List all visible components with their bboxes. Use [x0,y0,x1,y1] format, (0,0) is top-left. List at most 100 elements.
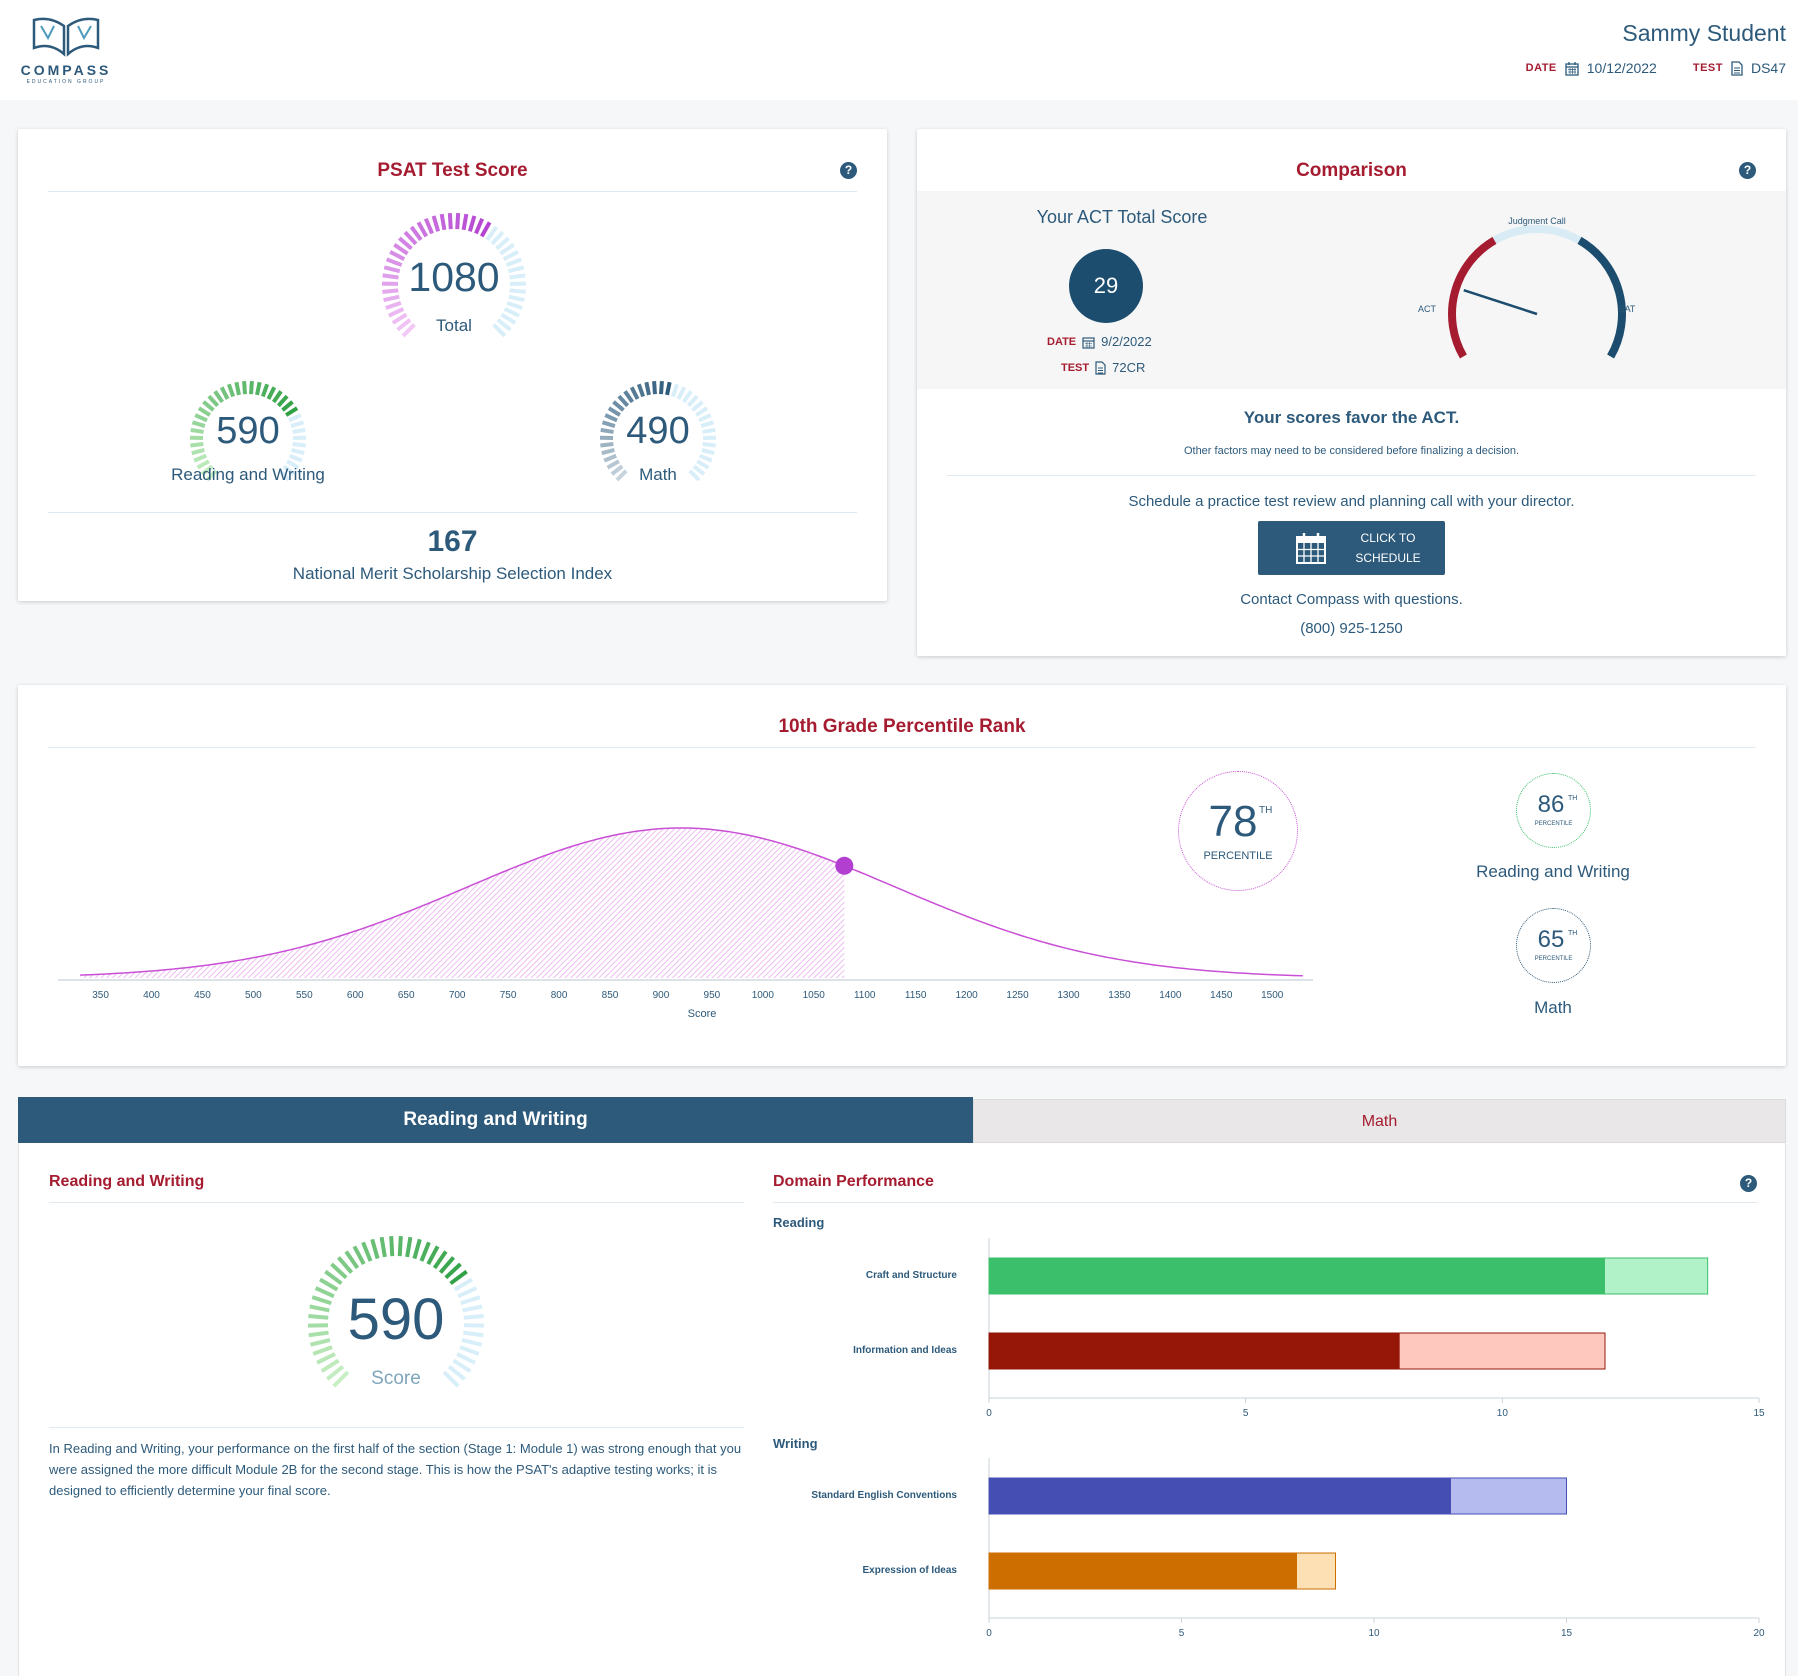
total-gauge-tick [500,312,517,325]
x-tick-label: 1100 [853,990,876,1001]
distribution-area [80,828,845,978]
total-gauge-tick [509,288,526,294]
total-percentile-suffix: TH [1259,805,1273,816]
section-gauge-tick [324,1269,343,1286]
x-tick-label: 1300 [1057,990,1080,1001]
x-tick-label: 1500 [1261,990,1284,1001]
x-tick-label: 1150 [904,990,927,1001]
gauge-sat-label: SAT [1618,304,1636,314]
total-gauge-tick [401,323,416,338]
x-tick-label: 1450 [1210,990,1233,1001]
section-gauge-tick [452,1358,472,1373]
act-date-label: DATE [1047,335,1077,348]
sat-arc [1577,236,1626,359]
calendar-icon [1082,336,1095,349]
comparison-card: Comparison ? Your ACT Total Score 29 DAT… [917,129,1786,656]
total-gauge-tick [386,257,403,267]
schedule-button-line2: SCHEDULE [1355,551,1421,565]
total-gauge-tick [485,225,499,242]
schedule-button[interactable]: CLICK TO SCHEDULE [1258,521,1445,575]
divider [947,475,1756,476]
section-title: Reading and Writing [49,1173,205,1190]
x-tick-label: 500 [245,990,262,1001]
total-gauge-tick [439,213,447,231]
math-score-label: Math [639,465,677,484]
reading-writing-percentile-label: PERCENTILE [1534,821,1573,827]
total-gauge-tick [382,288,399,294]
act-score-title: Your ACT Total Score [1036,207,1208,227]
compass-logo[interactable]: COMPASS EDUCATION GROUP [16,12,116,85]
section-score-value: 590 [347,1287,445,1352]
test-label: TEST [1692,62,1723,74]
document-icon [1731,60,1743,76]
math-gauge [599,380,717,482]
bar-correct [989,1258,1605,1294]
calendar-icon [1565,61,1579,76]
total-gauge-tick [496,318,512,332]
judgment-arc [1492,225,1582,244]
section-gauge-tick [312,1345,333,1356]
math-gauge-tick [615,469,628,482]
contact-phone[interactable]: (800) 925-1250 [1300,620,1403,637]
x-tick-label: 1250 [1006,990,1029,1001]
total-gauge-tick [447,213,453,230]
rw-gauge-tick [190,427,204,434]
act-test-label: TEST [1061,361,1090,374]
section-gauge-tick [462,1304,483,1313]
total-gauge-tick [398,236,413,251]
total-gauge-tick [502,250,519,261]
section-gauge-tick [336,1256,354,1274]
section-gauge-tick [463,1313,484,1320]
math-gauge-tick [606,459,620,470]
test-value: DS47 [1750,60,1786,76]
rw-gauge-tick [285,406,299,417]
total-gauge-tick [503,307,520,318]
divider [49,1427,744,1428]
tab-math[interactable]: Math [973,1099,1786,1143]
math-gauge-tick [629,386,640,400]
section-score-label: Score [371,1368,421,1389]
bar-category-label: Standard English Conventions [811,1490,957,1501]
math-gauge-tick [702,427,716,434]
document-icon [1095,360,1106,375]
help-icon[interactable]: ? [840,162,857,179]
total-gauge-tick [423,217,434,235]
math-score-value: 490 [626,410,690,452]
tab-reading-writing[interactable]: Reading and Writing [18,1097,973,1143]
logo-subtitle: EDUCATION GROUP [26,79,106,85]
total-gauge-tick [389,250,406,261]
section-gauge-tick [442,1370,460,1388]
divider [773,1202,1757,1203]
math-gauge-tick [601,420,616,428]
favor-result: Your scores favor the ACT. [1243,408,1460,427]
schedule-button-line1: CLICK TO [1360,531,1416,545]
total-score-value: 1080 [408,254,500,300]
x-tick-label: 1400 [1159,990,1182,1001]
section-gauge-tick [361,1241,373,1262]
psat-card-title: PSAT Test Score [377,160,528,181]
help-icon[interactable]: ? [1739,162,1756,179]
section-gauge-tick [419,1241,431,1262]
act-arc [1448,236,1497,359]
contact-text: Contact Compass with questions. [1240,591,1463,608]
x-tick-label: 600 [346,990,364,1001]
reading-group-label: Reading [773,1215,825,1230]
student-score-marker [835,856,854,875]
math-gauge-tick [636,383,646,398]
rw-gauge-tick [200,464,214,476]
help-icon[interactable]: ? [1740,1175,1757,1192]
rw-gauge-tick [288,413,302,423]
rw-gauge-tick [290,420,305,428]
math-percentile-value: 65 [1537,926,1565,953]
x-tick-label: 950 [703,990,721,1001]
book-logo-icon [32,17,100,57]
math-percentile-name: Math [1534,998,1572,1017]
section-gauge-tick [308,1313,329,1320]
math-percentile-suffix: TH [1568,930,1578,937]
rw-gauge-tick [281,400,294,412]
math-gauge-tick [600,427,614,434]
total-percentile-value: 78 [1208,797,1258,846]
favor-note: Other factors may need to be considered … [1183,445,1520,457]
act-date-value: 9/2/2022 [1101,334,1152,349]
section-gauge-tick [344,1250,360,1270]
